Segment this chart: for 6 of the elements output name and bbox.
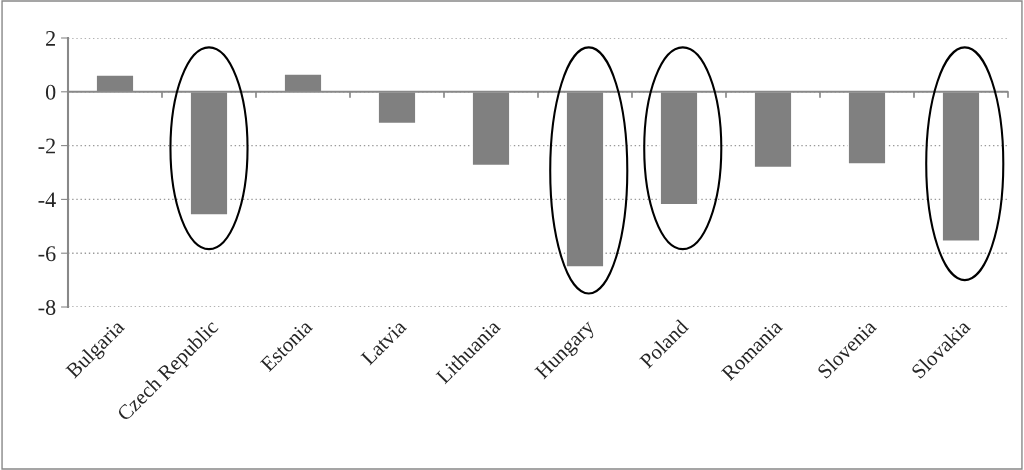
- y-tick-label: -4: [38, 192, 56, 208]
- y-tick-label: -2: [38, 138, 55, 154]
- y-tick-label: -6: [38, 246, 56, 262]
- y-tick-label: -8: [38, 299, 56, 315]
- y-tick-label: 2: [46, 30, 55, 46]
- y-tick-label: 0: [45, 84, 56, 100]
